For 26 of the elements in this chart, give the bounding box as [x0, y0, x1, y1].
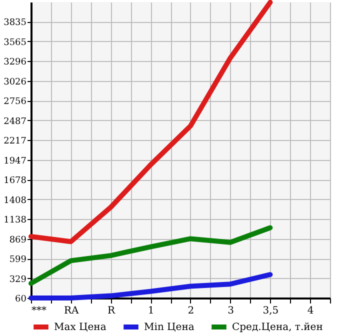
x-tick-label: 4	[307, 306, 314, 316]
y-tick-label: 1408	[4, 196, 27, 206]
y-tick-label: 1138	[4, 216, 27, 226]
y-tick-label: 329	[9, 274, 27, 285]
legend-label: Сред.Цена, т.йен	[232, 322, 324, 333]
y-tick-label: 1678	[4, 176, 27, 186]
y-tick-label: 869	[9, 235, 27, 246]
y-tick-label: 599	[9, 255, 27, 266]
y-tick-label: 3835	[4, 18, 27, 28]
x-tick-label: 3,5	[262, 306, 279, 316]
x-tick-label: ***	[32, 306, 46, 316]
y-tick-label: 60	[15, 294, 27, 304]
y-tick-label: 2487	[4, 116, 27, 127]
x-tick-label: RA	[64, 306, 80, 316]
legend-label: Min Цена	[144, 322, 194, 333]
y-tick-label: 3026	[4, 77, 27, 88]
x-tick-label: 2	[188, 306, 194, 316]
y-tick-label: 2217	[4, 136, 27, 147]
y-tick-label: 1947	[4, 156, 27, 166]
y-tick-label: 2756	[4, 97, 27, 108]
y-tick-label: 3296	[4, 58, 27, 68]
legend-label: Max Цена	[54, 322, 106, 333]
x-tick-label: R	[107, 306, 116, 316]
x-tick-label: 3	[228, 306, 234, 316]
x-tick-label: 1	[148, 306, 154, 316]
y-tick-label: 3565	[4, 38, 27, 48]
